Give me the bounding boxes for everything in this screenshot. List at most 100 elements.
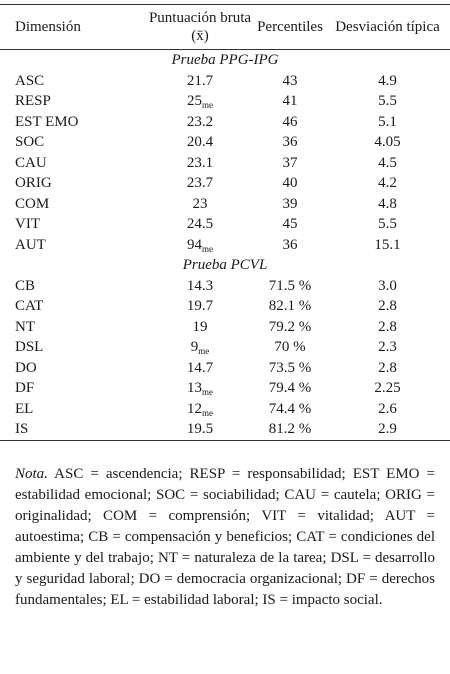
header-cell: Dimensión: [0, 4, 145, 50]
score-cell: 23.1: [145, 153, 255, 174]
data-row: CAT 19.7 82.1 % 2.8: [0, 296, 450, 317]
score-cell: 19.7: [145, 296, 255, 317]
note: Nota. ASC = ascendencia; RESP = responsa…: [0, 456, 450, 611]
dimension-cell: ASC: [15, 72, 45, 89]
score-subscript: me: [198, 346, 210, 357]
sd-cell: 2.3: [378, 339, 397, 356]
score-cell: 24.5: [145, 214, 255, 235]
percentile-cell: 36: [282, 236, 298, 253]
score-cell: 25me: [145, 91, 255, 112]
percentile-cell: 40: [282, 175, 298, 192]
score: 25: [187, 93, 202, 110]
dimension-cell: EL: [15, 400, 34, 417]
percentile-cell: 45: [282, 216, 298, 233]
score: 14.7: [186, 359, 214, 376]
dimension-cell: DF: [15, 380, 35, 397]
data-row: SOC 20.4 36 4.05: [0, 132, 450, 153]
score: 23: [192, 195, 208, 212]
percentile-cell: 74.4 %: [268, 400, 312, 417]
score: 12: [187, 400, 202, 417]
score-subscript: me: [202, 387, 213, 398]
score: 24.5: [186, 216, 214, 233]
score: 21.7: [186, 72, 214, 89]
percentile-cell: 79.4 %: [268, 380, 312, 397]
score-subscript: me: [202, 100, 213, 111]
sd-cell: 2.6: [378, 400, 397, 417]
score-cell: 13me: [145, 378, 255, 399]
percentile-cell: 41: [282, 93, 298, 110]
dimension-cell: SOC: [15, 134, 45, 151]
data-row: CB 14.3 71.5 % 3.0: [0, 276, 450, 297]
score: 19: [192, 318, 208, 335]
section-row: Prueba PCVL: [0, 255, 450, 276]
score-subscript: me: [202, 407, 213, 418]
percentile-cell: 79.2 %: [268, 318, 312, 335]
sd-cell: 2.9: [325, 419, 450, 441]
score-cell: 19.5: [145, 419, 255, 441]
data-row: EL 12me 74.4 % 2.6: [0, 399, 450, 420]
note-text: ASC = ascendencia; RESP = responsabilida…: [15, 465, 435, 608]
dimension-cell: RESP: [15, 93, 51, 110]
sd-cell: 2.8: [378, 359, 397, 376]
score: 20.4: [186, 134, 214, 151]
data-row: DSL 9me 70 % 2.3: [0, 337, 450, 358]
dimension-cell: EST EMO: [15, 113, 79, 130]
score: 23.7: [186, 175, 214, 192]
sd-cell: 5.5: [378, 93, 397, 110]
score-subscript: me: [202, 243, 213, 254]
sd-cell: 2.8: [378, 318, 397, 335]
data-row: ASC 21.7 43 4.9: [0, 71, 450, 92]
score-cell: 14.7: [145, 358, 255, 379]
score-cell: 23.2: [145, 112, 255, 133]
header-cell: Desviación típica: [325, 4, 450, 50]
percentile-cell: 37: [282, 154, 298, 171]
score: 14.3: [186, 277, 214, 294]
header-row: Dimensión Puntuación bruta (x̄) Percenti…: [0, 4, 450, 50]
sd-cell: 2.25: [374, 380, 401, 397]
score-cell: 21.7: [145, 71, 255, 92]
sd-cell: 15.1: [374, 236, 401, 253]
data-row: RESP 25me 41 5.5: [0, 91, 450, 112]
percentile-cell: 39: [282, 195, 298, 212]
results-table: Dimensión Puntuación bruta (x̄) Percenti…: [0, 4, 450, 441]
sd-cell: 5.5: [378, 216, 397, 233]
score-cell: 12me: [145, 399, 255, 420]
score-cell: 14.3: [145, 276, 255, 297]
sd-cell: 5.1: [378, 113, 397, 130]
dimension-cell: DO: [15, 359, 37, 376]
percentile-cell: 73.5 %: [268, 359, 312, 376]
data-row: DO 14.7 73.5 % 2.8: [0, 358, 450, 379]
data-row: IS 19.5 81.2 % 2.9: [0, 419, 450, 441]
score-cell: 19: [145, 317, 255, 338]
dimension-cell: NT: [15, 318, 35, 335]
dimension-cell: CB: [15, 277, 36, 294]
sd-cell: 4.9: [378, 72, 397, 89]
score-cell: 23: [145, 194, 255, 215]
dimension-cell: CAT: [15, 298, 44, 315]
score: 13: [187, 380, 202, 397]
section-title: Prueba PPG-IPG: [171, 52, 279, 69]
sd-cell: 4.5: [378, 154, 397, 171]
score: 23.2: [186, 113, 214, 130]
percentile-cell: 43: [282, 72, 298, 89]
dimension-cell: COM: [15, 195, 50, 212]
score: 94: [187, 236, 202, 253]
data-row: VIT 24.5 45 5.5: [0, 214, 450, 235]
page: Dimensión Puntuación bruta (x̄) Percenti…: [0, 4, 450, 674]
sd-cell: 3.0: [378, 277, 397, 294]
percentile-cell: 70 %: [274, 339, 306, 356]
data-row: COM 23 39 4.8: [0, 194, 450, 215]
note-label: Nota.: [15, 465, 48, 482]
score: 9: [190, 339, 199, 356]
dimension-cell: IS: [0, 419, 145, 441]
percentile-cell: 82.1 %: [268, 298, 312, 315]
score-cell: 23.7: [145, 173, 255, 194]
sd-cell: 4.05: [374, 134, 401, 151]
score-cell: 9me: [145, 337, 255, 358]
section-row: Prueba PPG-IPG: [0, 50, 450, 71]
percentile-cell: 46: [282, 113, 298, 130]
dimension-cell: ORIG: [15, 175, 52, 192]
score-cell: 94me: [145, 235, 255, 256]
data-row: DF 13me 79.4 % 2.25: [0, 378, 450, 399]
sd-cell: 2.8: [378, 298, 397, 315]
